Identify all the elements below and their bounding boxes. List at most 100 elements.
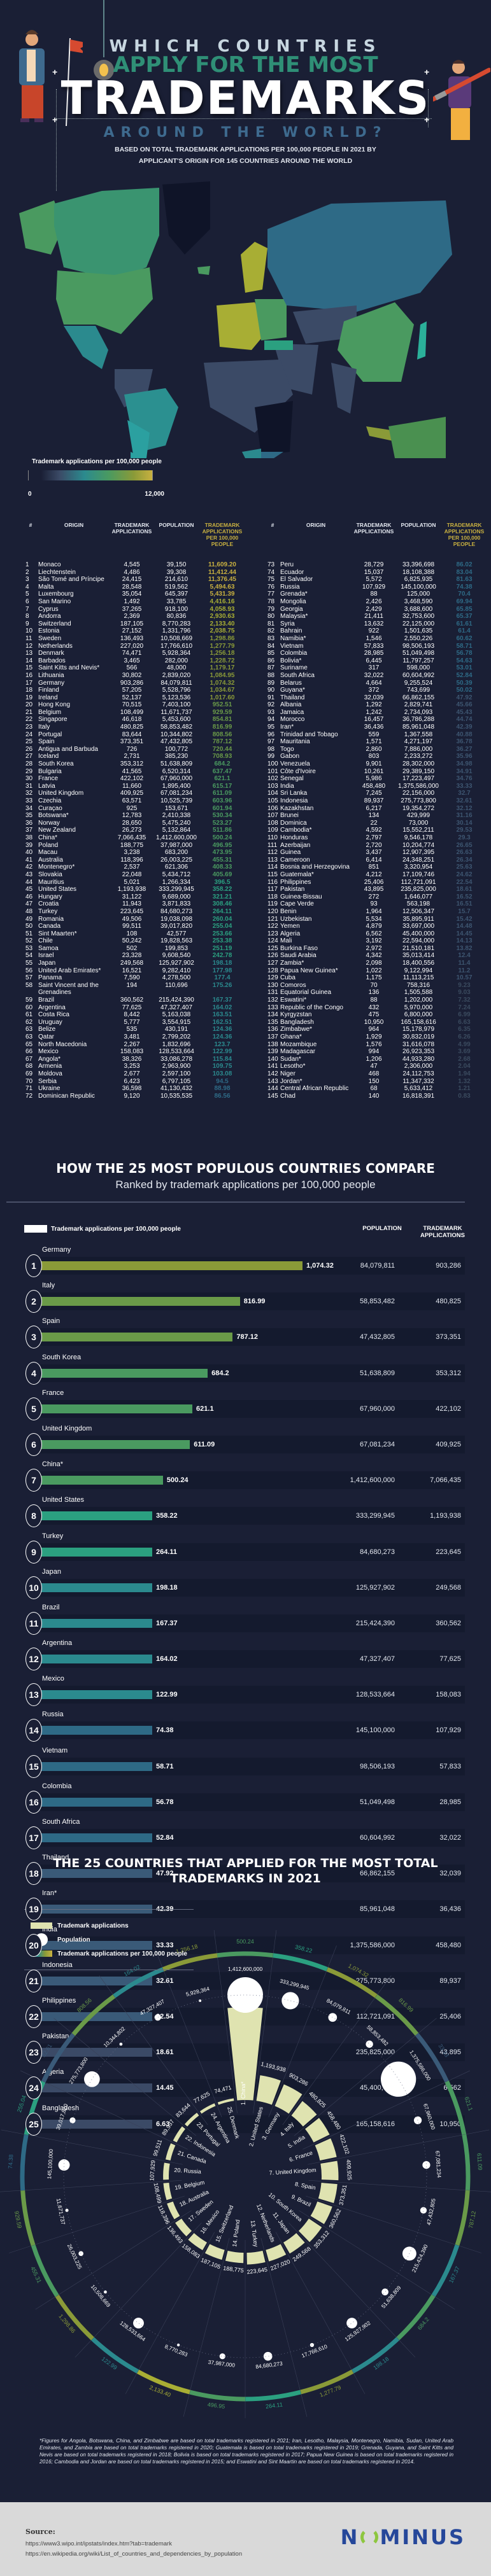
applications-cell: 1,929 xyxy=(366,1033,382,1040)
per100k-cell: 162.51 xyxy=(212,1018,232,1026)
applications-cell: 118,396 xyxy=(120,856,143,864)
per100k-cell: 1,074.32 xyxy=(210,679,235,687)
bar-country-label: Vietnam xyxy=(42,1746,68,1754)
per100k-arc xyxy=(91,2337,139,2374)
rank-cell: 69 xyxy=(25,1070,33,1077)
population-value: 1,375,586,000 xyxy=(350,1941,395,1949)
population-circle xyxy=(69,2117,76,2124)
table-row: 24 Portugal 83,644 10,344,802 808.56 xyxy=(23,731,246,739)
table-row: 73 Peru 28,729 33,396,698 86.02 xyxy=(265,561,488,569)
origin-cell: Bolivia* xyxy=(280,657,302,664)
per100k-cell: 251.19 xyxy=(212,944,232,952)
header-applications: TRADEMARK APPLICATIONS xyxy=(353,522,394,535)
population-cell: 9,122,994 xyxy=(404,967,433,974)
applications-cell: 3,238 xyxy=(124,849,140,857)
rank-cell: 126 xyxy=(267,952,278,960)
per100k-cell: 4,058.93 xyxy=(210,605,235,613)
table-row: 25 Spain 373,351 47,432,805 787.12 xyxy=(23,738,246,746)
per100k-value-label: 496.95 xyxy=(207,2401,225,2409)
per100k-cell: 31.16 xyxy=(456,812,473,820)
applications-cell: 559 xyxy=(368,731,380,738)
population-cell: 563,198 xyxy=(406,900,431,908)
title-main: TRADEMARKS xyxy=(60,71,431,125)
population-cell: 33,697,000 xyxy=(402,923,435,930)
rank-cell: 117 xyxy=(267,886,278,893)
applications-value: 903,286 xyxy=(436,1262,461,1270)
map-legend-min: 0 xyxy=(28,491,32,498)
per100k-cell: 0.83 xyxy=(458,1092,471,1100)
origin-cell: Monaco xyxy=(38,561,61,568)
per100k-cell: 26.63 xyxy=(456,849,473,857)
rank-cell: 79 xyxy=(267,605,275,613)
applications-cell: 6,445 xyxy=(366,657,382,664)
population-cell: 5,928,364 xyxy=(162,650,191,657)
rank-cell: 22 xyxy=(25,716,33,724)
per100k-cell: 34.91 xyxy=(456,767,473,775)
origin-cell: Guatemala* xyxy=(280,871,314,878)
applications-cell: 36,436 xyxy=(364,724,384,731)
per100k-cell: 24.62 xyxy=(456,871,473,878)
rank-badge: 13 xyxy=(25,1683,42,1707)
bar-country-label: Bangladesh xyxy=(42,2104,80,2112)
origin-cell: Morocco xyxy=(280,716,305,724)
bar-value-label: 32.61 xyxy=(156,1977,174,1985)
origin-cell: Brazil xyxy=(38,997,55,1004)
per100k-cell: 164.02 xyxy=(212,1004,232,1011)
population-cell: 5,475,240 xyxy=(162,819,191,827)
header-population: POPULATION xyxy=(401,522,436,528)
population-circle xyxy=(133,2318,144,2329)
per100k-cell: 10.57 xyxy=(456,974,473,982)
per100k-cell: 6.99 xyxy=(458,1011,471,1019)
applications-cell: 188,775 xyxy=(120,841,144,849)
bar-country-label: South Korea xyxy=(42,1353,82,1361)
population-cell: 32,753,600 xyxy=(402,613,435,620)
bar-row: 1 Germany 1,074.32 84,079,811 903,286 xyxy=(25,1244,465,1280)
origin-cell: Panama xyxy=(38,974,62,982)
per100k-value-label: 787.12 xyxy=(467,2211,477,2229)
rank-cell: 10 xyxy=(25,627,33,635)
table-row: 47 Croatia 11,943 3,871,833 308.46 xyxy=(23,900,246,908)
population-cell: 275,773,800 xyxy=(401,797,436,804)
table-row: 126 Saudi Arabia 4,342 35,013,414 12.4 xyxy=(265,952,488,960)
origin-cell: Germany xyxy=(38,679,65,687)
per100k-value-label: 264.11 xyxy=(266,2401,283,2409)
per100k-cell: 60.62 xyxy=(456,634,473,642)
population-value-label: 5,928,364 xyxy=(185,1985,210,1998)
origin-cell: Peru xyxy=(280,561,294,568)
per100k-cell: 952.51 xyxy=(212,701,232,709)
applications-cell: 4,664 xyxy=(366,679,382,687)
origin-cell: Cape Verde xyxy=(280,900,314,908)
radial-country-label: 13. Turkey xyxy=(250,2220,259,2247)
per100k-cell: 103.08 xyxy=(212,1070,232,1077)
applications-cell: 194 xyxy=(126,981,138,989)
per100k-cell: 12.4 xyxy=(458,952,471,960)
applications-value: 57,833 xyxy=(439,1762,461,1770)
origin-cell: Dominican Republic xyxy=(38,1092,95,1100)
population-cell: 36,786,288 xyxy=(402,716,435,724)
rank-cell: 67 xyxy=(25,1055,33,1063)
origin-cell: Eswatini* xyxy=(280,997,307,1004)
source-link[interactable]: https://en.wikipedia.org/wiki/List_of_co… xyxy=(25,2551,243,2558)
origin-cell: Iran* xyxy=(280,724,294,731)
table-row: 22 Singapore 46,618 5,453,600 854.81 xyxy=(23,716,246,724)
bar xyxy=(41,1547,152,1557)
table-row: 103 India 458,480 1,375,586,000 33.33 xyxy=(265,783,488,790)
origin-cell: Argentina xyxy=(38,1004,66,1011)
table-row: 45 United States 1,193,938 333,299,945 358.2… xyxy=(23,886,246,893)
population-circle xyxy=(154,2014,161,2021)
col-header-population: POPULATION xyxy=(362,1225,402,1232)
rank-cell: 135 xyxy=(267,1018,278,1026)
applications-cell: 63,571 xyxy=(122,797,142,804)
table-row: 77 Grenada* 88 125,000 70.4 xyxy=(265,591,488,598)
source-link[interactable]: https://www3.wipo.int/ipstats/index.htm?… xyxy=(25,2540,172,2547)
header-per100k: TRADEMARK APPLICATIONS PER 100,000 PEOPL… xyxy=(444,522,485,547)
population-cell: 2,963,900 xyxy=(162,1063,191,1070)
rank-cell: 120 xyxy=(267,907,278,915)
population-cell: 22,156,000 xyxy=(402,790,435,797)
per100k-cell: 611.09 xyxy=(212,790,232,797)
table-row: 140 Sudan* 1,206 44,933,280 2.68 xyxy=(265,1056,488,1063)
per100k-cell: 530.34 xyxy=(212,812,232,820)
origin-cell: Mauritania xyxy=(280,738,310,746)
radial-chart-legend: Trademark applications Population Tradem… xyxy=(24,1909,194,1970)
rank-cell: 136 xyxy=(267,1026,278,1033)
